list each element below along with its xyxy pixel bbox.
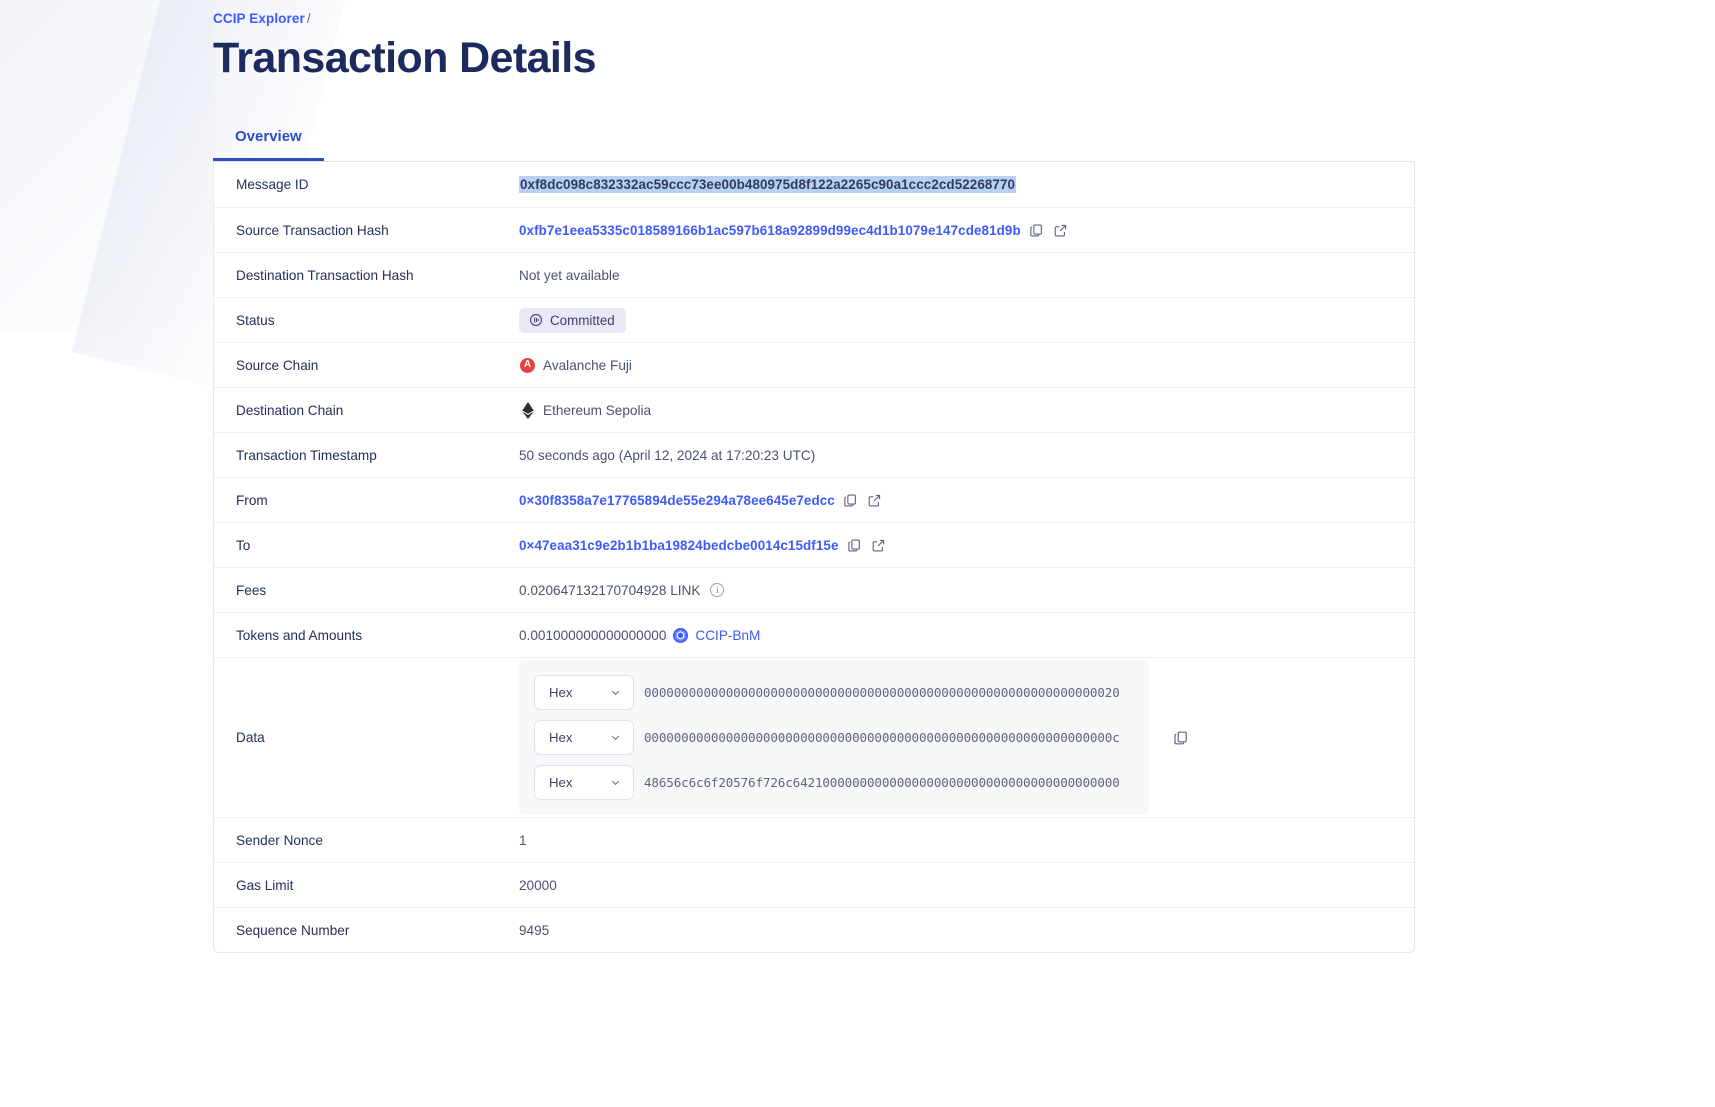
row-value: Hex 000000000000000000000000000000000000… xyxy=(519,660,1414,816)
page-content: CCIP Explorer / Transaction Details Overv… xyxy=(213,0,1415,954)
copy-icon[interactable] xyxy=(846,537,863,554)
row-label: Data xyxy=(236,730,265,746)
to-address-link[interactable]: 0×47eaa31c9e2b1b1ba19824bedcbe0014c15df1… xyxy=(519,537,839,553)
table-row-source-transaction-hash: Source Transaction Hash 0xfb7e1eea5335c0… xyxy=(214,207,1414,252)
external-link-icon[interactable] xyxy=(870,537,887,554)
table-row-from: From 0×30f8358a7e17765894de55e294a78ee64… xyxy=(214,477,1414,522)
from-address-link[interactable]: 0×30f8358a7e17765894de55e294a78ee645e7ed… xyxy=(519,492,835,508)
table-row-fees: Fees 0.020647132170704928 LINK i xyxy=(214,567,1414,612)
row-value: A Avalanche Fuji xyxy=(519,357,1414,374)
row-value: 9495 xyxy=(519,923,1414,938)
chevron-down-icon xyxy=(609,776,622,789)
ethereum-icon xyxy=(519,401,536,419)
table-row-to: To 0×47eaa31c9e2b1b1ba19824bedcbe0014c15… xyxy=(214,522,1414,567)
table-row-source-chain: Source Chain A Avalanche Fuji xyxy=(214,342,1414,387)
data-line: Hex 000000000000000000000000000000000000… xyxy=(534,675,1135,711)
row-label: Source Chain xyxy=(236,357,319,373)
source-chain-label: Avalanche Fuji xyxy=(543,357,632,373)
table-row-destination-transaction-hash: Destination Transaction Hash Not yet ava… xyxy=(214,252,1414,297)
fees-value: 0.020647132170704928 LINK xyxy=(519,582,701,598)
data-hex-value-1: 0000000000000000000000000000000000000000… xyxy=(644,730,1120,746)
table-row-data: Data Hex 0000000000000000000000000000000… xyxy=(214,657,1414,817)
status-label: Committed xyxy=(550,312,615,328)
source-transaction-hash-link[interactable]: 0xfb7e1eea5335c018589166b1ac597b618a9289… xyxy=(519,222,1021,238)
row-value: 0xf8dc098c832332ac59ccc73ee00b480975d8f1… xyxy=(519,176,1414,194)
data-format-label: Hex xyxy=(549,775,573,791)
external-link-icon[interactable] xyxy=(1052,222,1069,239)
row-label: Sequence Number xyxy=(236,922,350,938)
table-row-destination-chain: Destination Chain Ethereum Sepolia xyxy=(214,387,1414,432)
tab-bar: Overview xyxy=(213,122,1415,163)
table-row-status: Status Committed xyxy=(214,297,1414,342)
gas-limit-value: 20000 xyxy=(519,877,557,893)
sequence-number-value: 9495 xyxy=(519,922,550,938)
ccip-bnm-token-icon xyxy=(673,627,689,643)
table-row-tokens-and-amounts: Tokens and Amounts 0.001000000000000000 … xyxy=(214,612,1414,657)
copy-icon[interactable] xyxy=(1028,222,1045,239)
row-label: Gas Limit xyxy=(236,877,294,893)
row-label: Destination Transaction Hash xyxy=(236,267,414,283)
row-value: 0.001000000000000000 CCIP-BnM xyxy=(519,627,1414,643)
data-hex-value-2: 48656c6c6f20576f726c64210000000000000000… xyxy=(644,775,1120,791)
status-badge: Committed xyxy=(519,307,626,333)
data-panel: Hex 000000000000000000000000000000000000… xyxy=(519,660,1149,816)
table-row-transaction-timestamp: Transaction Timestamp 50 seconds ago (Ap… xyxy=(214,432,1414,477)
row-label: Sender Nonce xyxy=(236,832,323,848)
destination-transaction-hash-value: Not yet available xyxy=(519,267,620,283)
row-value: 0×30f8358a7e17765894de55e294a78ee645e7ed… xyxy=(519,492,1414,509)
row-label: From xyxy=(236,492,268,508)
row-label: Source Transaction Hash xyxy=(236,222,389,238)
row-value: 0.020647132170704928 LINK i xyxy=(519,583,1414,598)
data-line: Hex 48656c6c6f20576f726c6421000000000000… xyxy=(534,765,1135,801)
breadcrumb: CCIP Explorer / xyxy=(213,11,1415,26)
row-value: Committed xyxy=(519,307,1414,333)
ccip-bnm-token-link[interactable]: CCIP-BnM xyxy=(695,627,761,643)
table-row-message-id: Message ID 0xf8dc098c832332ac59ccc73ee00… xyxy=(214,162,1414,207)
table-row-gas-limit: Gas Limit 20000 xyxy=(214,862,1414,907)
tab-overview[interactable]: Overview xyxy=(213,122,324,162)
row-value: 0×47eaa31c9e2b1b1ba19824bedcbe0014c15df1… xyxy=(519,537,1414,554)
row-label: Message ID xyxy=(236,177,309,193)
data-format-label: Hex xyxy=(549,685,573,701)
table-row-sender-nonce: Sender Nonce 1 xyxy=(214,817,1414,862)
avalanche-icon: A xyxy=(519,357,536,374)
row-label: Fees xyxy=(236,582,267,598)
copy-icon[interactable] xyxy=(1172,729,1189,746)
data-format-select-2[interactable]: Hex xyxy=(534,765,634,801)
row-value: 20000 xyxy=(519,878,1414,893)
row-label: To xyxy=(236,537,251,553)
destination-chain-label: Ethereum Sepolia xyxy=(543,402,652,418)
data-format-select-0[interactable]: Hex xyxy=(534,675,634,711)
breadcrumb-separator: / xyxy=(306,11,311,26)
row-label: Status xyxy=(236,312,275,328)
token-amount-value: 0.001000000000000000 xyxy=(519,627,667,643)
data-hex-value-0: 0000000000000000000000000000000000000000… xyxy=(644,685,1120,701)
row-value: 50 seconds ago (April 12, 2024 at 17:20:… xyxy=(519,448,1414,463)
row-label: Transaction Timestamp xyxy=(236,447,377,463)
row-value: Ethereum Sepolia xyxy=(519,401,1414,419)
page-title: Transaction Details xyxy=(213,34,597,82)
page-root: CCIP Explorer / Transaction Details Overv… xyxy=(213,0,1415,954)
external-link-icon[interactable] xyxy=(866,492,883,509)
row-value: Not yet available xyxy=(519,268,1414,283)
transaction-timestamp-value: 50 seconds ago (April 12, 2024 at 17:20:… xyxy=(519,447,816,463)
data-format-select-1[interactable]: Hex xyxy=(534,720,634,756)
sender-nonce-value: 1 xyxy=(519,832,527,848)
info-icon[interactable]: i xyxy=(710,583,725,598)
breadcrumb-link-ccip-explorer[interactable]: CCIP Explorer xyxy=(213,11,305,26)
row-label: Destination Chain xyxy=(236,402,344,418)
row-value: 1 xyxy=(519,833,1414,848)
message-id-value[interactable]: 0xf8dc098c832332ac59ccc73ee00b480975d8f1… xyxy=(519,176,1017,194)
row-value: 0xfb7e1eea5335c018589166b1ac597b618a9289… xyxy=(519,222,1414,239)
table-row-sequence-number: Sequence Number 9495 xyxy=(214,907,1414,952)
data-line: Hex 000000000000000000000000000000000000… xyxy=(534,720,1135,756)
copy-icon[interactable] xyxy=(842,492,859,509)
data-format-label: Hex xyxy=(549,730,573,746)
chevron-down-icon xyxy=(609,731,622,744)
chevron-down-icon xyxy=(609,686,622,699)
transaction-details-table: Message ID 0xf8dc098c832332ac59ccc73ee00… xyxy=(213,162,1415,954)
committed-status-icon xyxy=(528,313,543,328)
row-label: Tokens and Amounts xyxy=(236,627,363,643)
